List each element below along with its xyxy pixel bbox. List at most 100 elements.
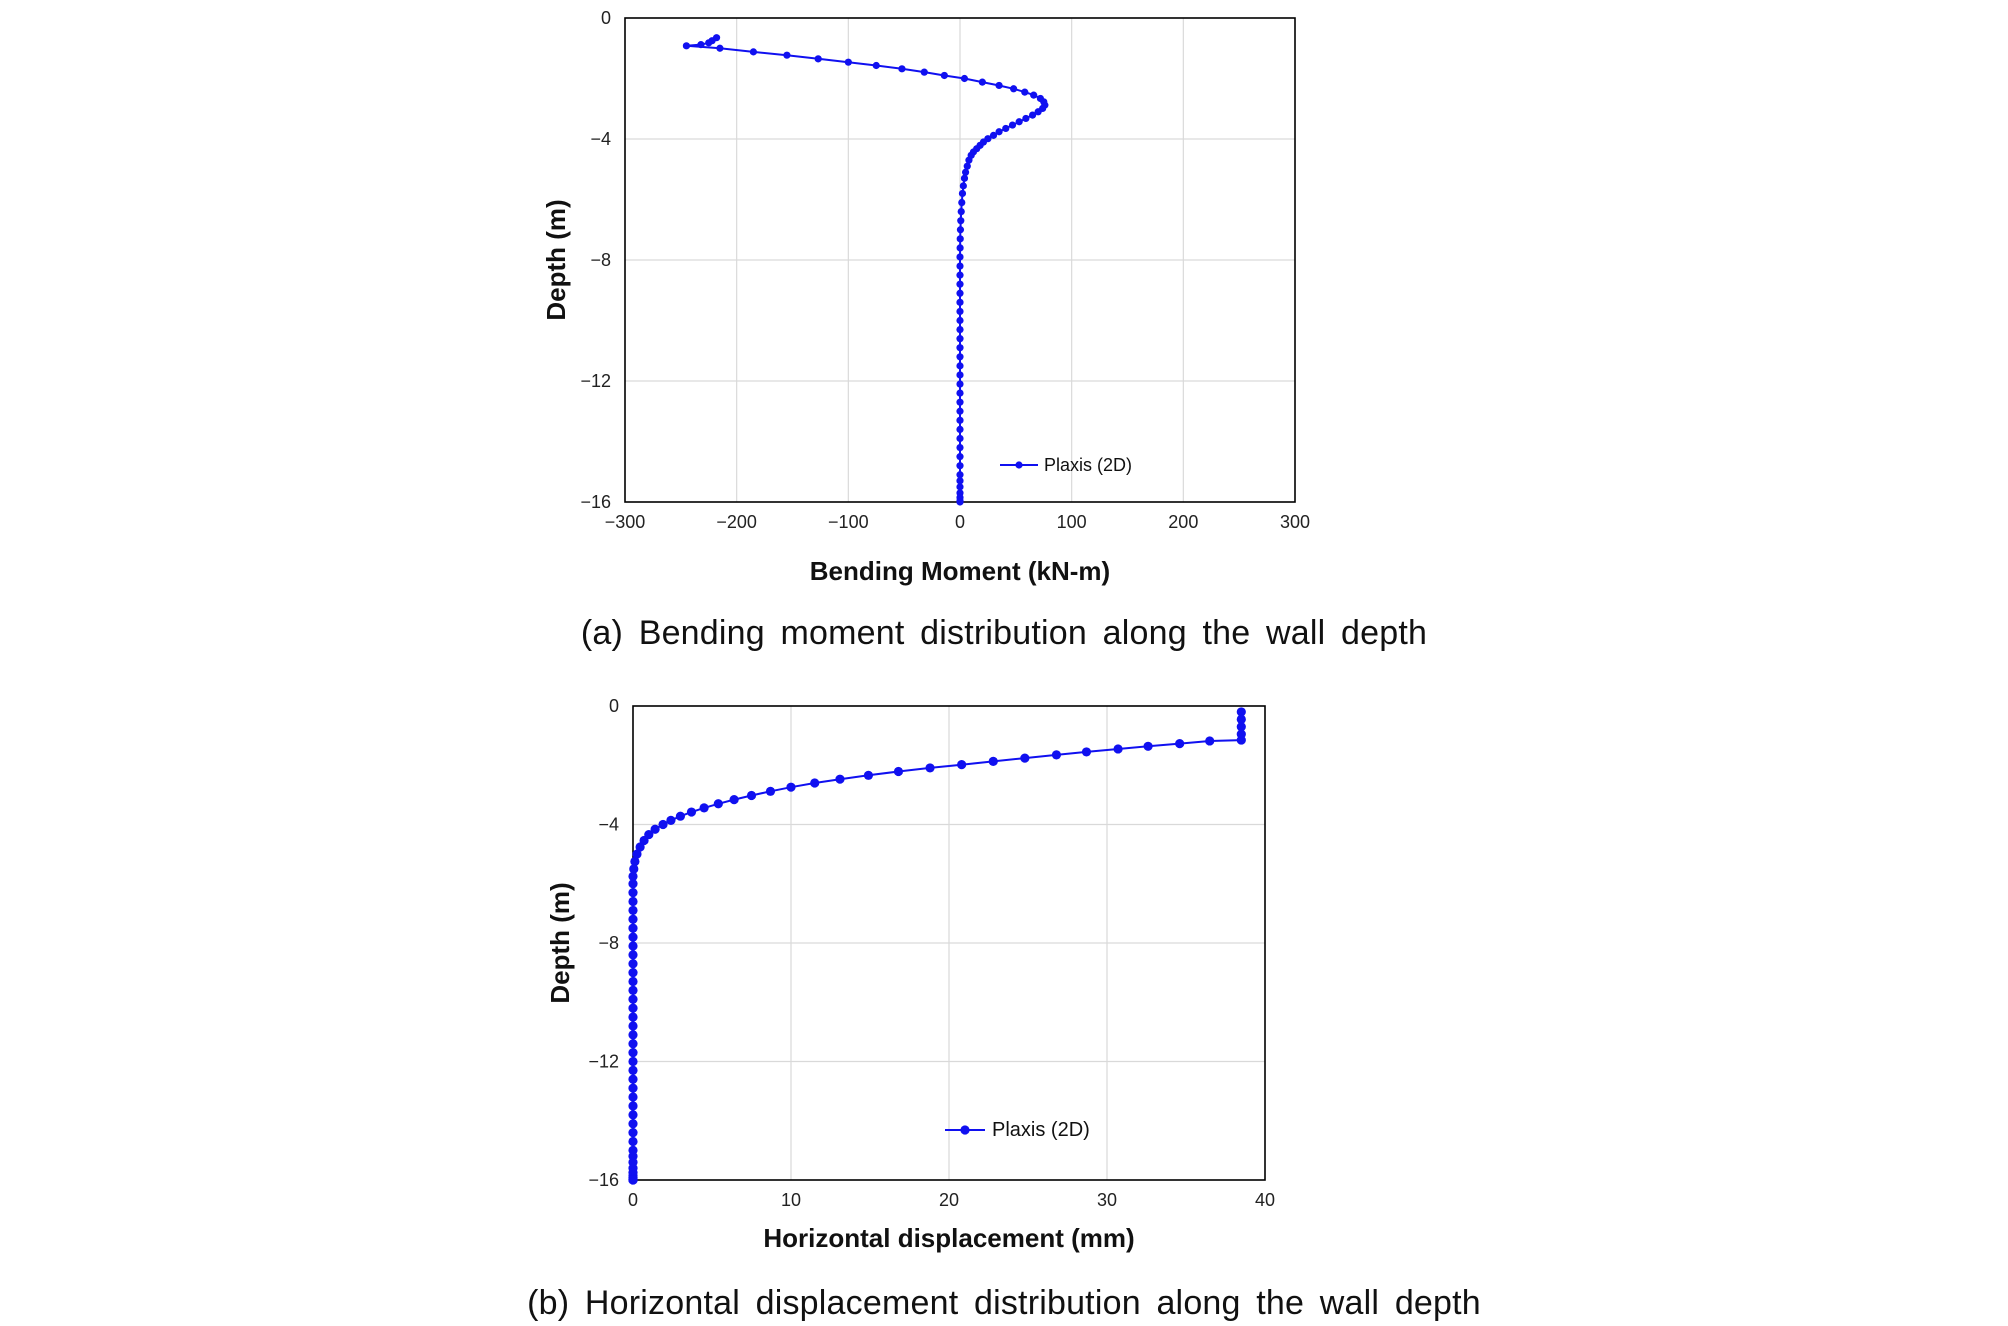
data-point	[666, 815, 676, 825]
data-point	[729, 795, 739, 805]
data-point	[956, 425, 964, 433]
data-point	[628, 923, 638, 933]
legend-label: Plaxis (2D)	[1044, 455, 1132, 475]
data-point	[628, 1083, 638, 1093]
x-tick-label: 20	[939, 1190, 959, 1210]
data-point	[1051, 750, 1062, 760]
data-point	[632, 849, 642, 859]
data-point	[628, 1039, 638, 1049]
data-point	[956, 498, 964, 506]
x-tick-label: 0	[955, 512, 965, 532]
data-point	[956, 389, 964, 397]
y-tick-label: −16	[588, 1170, 619, 1190]
data-point	[956, 398, 964, 406]
data-point	[628, 1136, 638, 1147]
data-point	[956, 335, 964, 343]
data-point	[682, 42, 691, 50]
data-point	[1236, 707, 1246, 717]
x-tick-label: 200	[1168, 512, 1198, 532]
data-point	[1236, 714, 1246, 724]
x-tick-label: 0	[628, 1190, 638, 1210]
data-point	[956, 262, 964, 270]
data-point	[1143, 741, 1153, 751]
data-point	[628, 1056, 638, 1067]
y-tick-label: −8	[598, 933, 619, 953]
data-point	[956, 462, 964, 470]
data-point	[1008, 121, 1017, 129]
data-point	[628, 1065, 638, 1075]
data-point	[650, 824, 660, 834]
data-point	[628, 914, 638, 924]
y-tick-label: −12	[580, 371, 611, 391]
data-point	[1081, 747, 1092, 757]
data-point	[956, 344, 964, 352]
data-point	[835, 774, 845, 784]
y-tick-label: −8	[590, 250, 611, 270]
data-point	[628, 1030, 638, 1040]
data-point	[1021, 88, 1029, 96]
data-point	[628, 950, 638, 960]
data-point	[1175, 739, 1185, 749]
data-point	[956, 253, 964, 261]
data-point	[961, 168, 970, 176]
data-point	[628, 985, 638, 995]
data-point	[960, 174, 969, 182]
data-point	[1022, 114, 1030, 123]
data-point	[965, 156, 973, 164]
data-point	[635, 842, 645, 852]
x-tick-label: 30	[1097, 1190, 1117, 1210]
data-point	[628, 968, 638, 978]
data-point	[810, 778, 820, 788]
data-point	[786, 782, 796, 792]
data-point	[628, 905, 638, 916]
data-point	[958, 189, 967, 198]
x-tick-label: −200	[716, 512, 757, 532]
y-axis-title: Depth (m)	[541, 199, 571, 320]
x-tick-label: 10	[781, 1190, 801, 1210]
data-point	[814, 55, 822, 63]
data-point	[956, 483, 964, 491]
legend-marker	[960, 1125, 970, 1135]
series-line	[632, 711, 1243, 1180]
data-point	[963, 162, 971, 170]
legend-marker	[1015, 461, 1023, 469]
y-tick-label: −4	[590, 129, 611, 149]
data-point	[956, 289, 964, 297]
data-point	[705, 39, 713, 47]
y-axis-title: Depth (m)	[545, 882, 575, 1003]
bending-moment-chart-svg: −300 −200 −100 0 100 200 300 0 −4 −8 −12 −16 Bending…	[541, 8, 1310, 586]
data-point	[699, 803, 709, 813]
caption-b: (b) Horizontal displacement distribution…	[527, 1284, 1481, 1322]
data-point	[628, 1003, 638, 1013]
data-point	[956, 226, 965, 234]
data-point	[956, 235, 964, 243]
data-point	[956, 307, 964, 316]
data-point	[628, 976, 638, 987]
data-point	[956, 325, 964, 334]
data-point	[628, 1101, 638, 1111]
y-tick-label: −16	[580, 492, 611, 512]
data-point	[863, 770, 874, 780]
data-point	[628, 1092, 638, 1102]
data-point	[956, 434, 964, 443]
data-point	[995, 128, 1003, 136]
data-point	[956, 353, 964, 361]
data-point	[1236, 735, 1246, 745]
data-point	[844, 58, 852, 66]
data-point	[628, 879, 638, 889]
data-point	[956, 244, 964, 252]
data-point	[628, 959, 638, 969]
data-point	[1236, 722, 1246, 732]
x-axis-title: Bending Moment (kN-m)	[810, 556, 1110, 586]
y-tick-label: 0	[609, 696, 619, 716]
data-point	[697, 41, 705, 49]
data-point	[628, 1175, 638, 1185]
data-point	[957, 760, 967, 770]
data-point	[956, 362, 964, 370]
data-point	[989, 131, 998, 139]
data-point	[628, 1048, 638, 1058]
series-line	[686, 36, 1047, 502]
data-point	[628, 1074, 638, 1084]
y-tick-label: −4	[598, 815, 619, 835]
data-point	[958, 198, 966, 207]
